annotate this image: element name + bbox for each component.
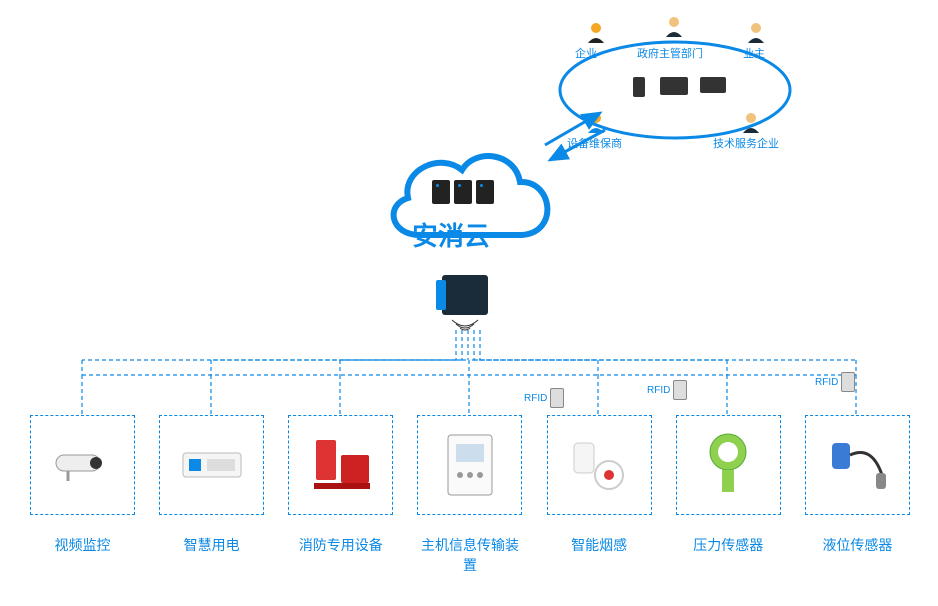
stake-tech: 技术服务企业 <box>713 135 779 151</box>
device-smoke <box>547 415 652 515</box>
rfid-tag-3: RFID <box>815 372 855 392</box>
rfid-tag-2: RFID <box>647 380 687 400</box>
device-fire-equip <box>288 415 393 515</box>
device-host-tx <box>417 415 522 515</box>
device-row <box>30 415 910 515</box>
label-smoke: 智能烟感 <box>547 535 652 575</box>
cloud-label: 安消云 <box>412 216 490 253</box>
server-icons <box>432 180 494 204</box>
label-row: 视频监控 智慧用电 消防专用设备 主机信息传输装置 智能烟感 压力传感器 液位传… <box>30 535 910 575</box>
label-pressure: 压力传感器 <box>676 535 781 575</box>
arrows-icon <box>535 105 615 165</box>
label-power: 智慧用电 <box>159 535 264 575</box>
label-fire-equip: 消防专用设备 <box>288 535 393 575</box>
stake-gov: 政府主管部门 <box>637 45 703 61</box>
device-pressure <box>676 415 781 515</box>
rfid-tag-1: RFID <box>524 388 564 408</box>
device-power <box>159 415 264 515</box>
label-level: 液位传感器 <box>805 535 910 575</box>
stake-enterprise: 企业 <box>575 45 597 61</box>
label-video: 视频监控 <box>30 535 135 575</box>
device-level <box>805 415 910 515</box>
stake-owner: 业主 <box>743 45 765 61</box>
label-host-tx: 主机信息传输装置 <box>417 535 522 575</box>
gateway-icon <box>442 275 488 315</box>
device-video <box>30 415 135 515</box>
connector-lines <box>0 330 938 420</box>
